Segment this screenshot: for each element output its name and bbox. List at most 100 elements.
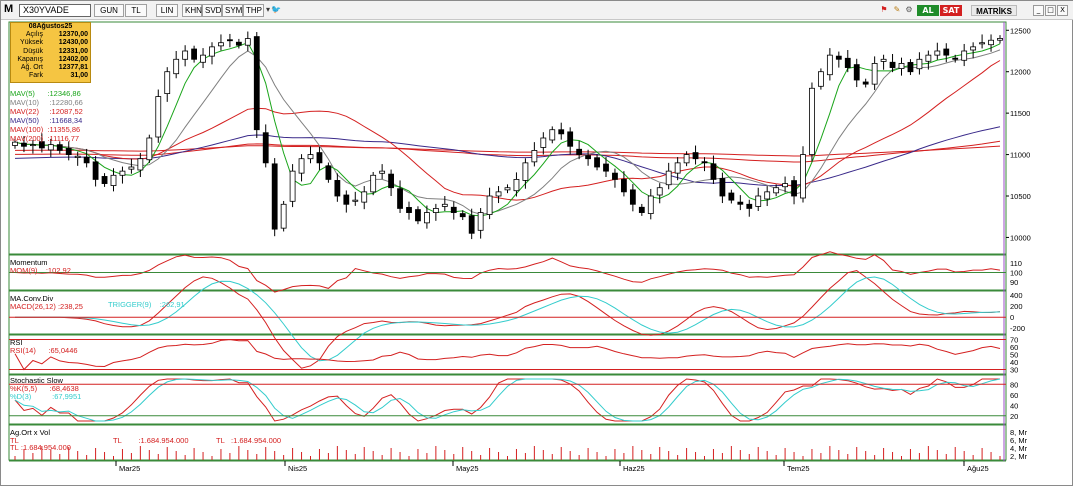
candle-body — [325, 165, 332, 180]
candle-body — [200, 54, 206, 63]
linear-scale-button[interactable]: LIN — [156, 4, 178, 17]
legend-mav200: MAV(200) :11116,77 — [10, 134, 80, 143]
info-value: 12402,00 — [58, 55, 88, 63]
candle-body — [397, 188, 403, 209]
candle-body — [656, 187, 663, 196]
candle-body — [889, 61, 896, 68]
vol-legend-1: TL — [10, 436, 19, 445]
candle-body — [665, 170, 672, 186]
vol-legend-2: TL :1.684.954.000 — [113, 436, 189, 445]
candle-body — [961, 50, 968, 61]
macd-tick-label: 400 — [1010, 291, 1023, 300]
rsi-tick-label: 50 — [1010, 351, 1018, 360]
candle-body — [209, 46, 215, 57]
momentum-legend: MOM(9) :102,92 — [10, 266, 71, 275]
candle-body — [701, 161, 708, 164]
candle-body — [979, 42, 985, 45]
currency-tl-button[interactable]: TL — [125, 4, 147, 17]
month-label: Tem25 — [787, 464, 810, 473]
candle-body — [379, 170, 386, 174]
close-button[interactable]: X — [1057, 5, 1068, 16]
candle-body — [826, 54, 833, 76]
candle-body — [182, 50, 189, 60]
rsi-legend: RSI(14) :65,0446 — [10, 346, 78, 355]
sym-button[interactable]: SYM — [222, 4, 243, 17]
candle-body — [531, 150, 538, 163]
settings-icon[interactable]: ⚙ — [905, 5, 913, 14]
candle-body — [844, 57, 851, 68]
candle-body — [629, 189, 636, 205]
twitter-bird-icon[interactable]: 🐦 — [271, 5, 281, 14]
price-tick-label: 10000 — [1010, 233, 1031, 242]
vol-legend-1b: TL :1.684.954.000 — [10, 443, 71, 452]
candle-body — [343, 194, 350, 205]
info-row-open: Açılış 12370,00 — [11, 31, 90, 39]
legend-mav100: MAV(100) :11355,86 — [10, 125, 81, 134]
candle-body — [432, 208, 439, 213]
candle-body — [558, 129, 565, 135]
info-row-low: Düşük 12331,00 — [11, 48, 90, 56]
price-tick-label: 11500 — [1010, 109, 1030, 118]
minimize-button[interactable]: _ — [1033, 5, 1044, 16]
period-gun-button[interactable]: GUN — [94, 4, 124, 17]
candle-body — [683, 154, 690, 164]
candle-body — [835, 55, 842, 60]
thp-button[interactable]: THP — [243, 4, 264, 17]
month-label: Mar25 — [119, 464, 140, 473]
candle-body — [782, 183, 788, 188]
info-label: Açılış — [25, 31, 43, 39]
info-value: 12370,00 — [58, 31, 88, 39]
buy-button[interactable]: AL — [917, 5, 939, 16]
candle-body — [710, 163, 717, 180]
mav200-line — [15, 145, 1001, 157]
matriks-button[interactable]: MATRİKS — [971, 5, 1017, 16]
pen-icon[interactable]: ✎ — [893, 5, 901, 14]
khn-button[interactable]: KHN — [182, 4, 202, 17]
candle-body — [674, 162, 681, 174]
candle-body — [567, 131, 574, 147]
legend-mav10: MAV(10) :12280,66 — [10, 98, 83, 107]
alert-icon[interactable]: ⚑ — [880, 5, 888, 14]
svd-button[interactable]: SVD — [202, 4, 222, 17]
info-label: Fark — [29, 72, 43, 80]
candle-body — [862, 81, 869, 85]
momentum-title: Momentum — [10, 258, 48, 267]
candle-body — [101, 176, 108, 184]
stoch-title: Stochastic Slow — [10, 376, 63, 385]
candle-body — [128, 166, 135, 170]
info-date: 08Ağustos25 — [11, 23, 90, 32]
candle-body — [56, 144, 63, 151]
candle-body — [746, 203, 753, 209]
month-label: May25 — [456, 464, 479, 473]
toolbar: M X30YVADE GUN TL LIN KHN SVD SYM THP ▾ … — [1, 1, 1073, 20]
candle-body — [925, 54, 932, 62]
macd-title: MA.Conv.Div — [10, 294, 54, 303]
month-label: Haz25 — [623, 464, 645, 473]
info-label: Ağ. Ort — [20, 64, 43, 72]
info-value: 12331,00 — [58, 47, 88, 55]
matriks-logo-icon: M — [4, 3, 14, 15]
dropdown-arrow-icon[interactable]: ▾ — [265, 5, 270, 14]
candle-body — [621, 179, 627, 193]
panel-frame-2 — [8, 290, 1007, 335]
stoch-tick-label: 20 — [1010, 412, 1018, 421]
panel-frame-4 — [8, 374, 1007, 425]
candle-body — [280, 203, 287, 229]
price-tick-label: 12000 — [1010, 68, 1031, 77]
candle-body — [647, 195, 654, 214]
info-row-avg: Ağ. Ort 12377,81 — [11, 64, 90, 72]
maximize-button[interactable]: □ — [1045, 5, 1056, 16]
info-value: 12377,81 — [58, 64, 88, 72]
candle-body — [459, 213, 466, 218]
candle-body — [406, 207, 412, 213]
volume-tick-label: 8, Mr — [1010, 428, 1028, 437]
rsi-tick-label: 70 — [1010, 336, 1018, 345]
sell-button[interactable]: SAT — [940, 5, 962, 16]
candle-body — [316, 152, 323, 164]
candle-body — [585, 155, 591, 160]
candle-body — [12, 141, 18, 146]
price-tick-label: 12500 — [1010, 26, 1031, 35]
symbol-input[interactable]: X30YVADE — [19, 4, 91, 17]
candle-body — [424, 212, 430, 224]
